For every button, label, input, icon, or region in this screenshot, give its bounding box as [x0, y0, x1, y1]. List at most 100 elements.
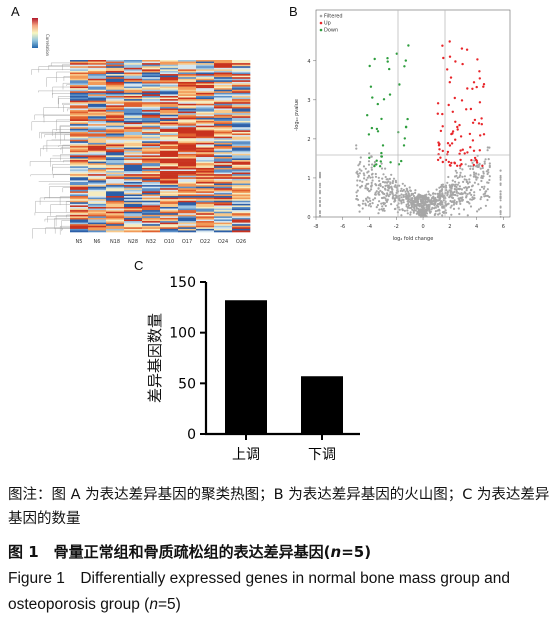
volcano-point-filtered — [402, 198, 405, 202]
title-en-n: n — [149, 596, 158, 613]
heatmap-cell — [142, 214, 161, 217]
heatmap-cell — [160, 194, 179, 197]
volcano-point-filtered — [367, 163, 371, 166]
volcano-point-filtered — [481, 176, 484, 180]
heatmap-cell — [196, 80, 215, 83]
volcano-point-filtered — [382, 196, 386, 199]
heatmap-cell — [160, 214, 179, 217]
volcano-point-filtered — [371, 176, 374, 179]
volcano-point-filtered — [377, 187, 380, 190]
heatmap-cell — [214, 113, 233, 116]
heatmap-cell — [232, 213, 251, 216]
heatmap-cell — [124, 227, 143, 230]
volcano-point-filtered — [463, 175, 466, 178]
heatmap-cell — [178, 210, 197, 212]
heatmap-cell — [160, 124, 179, 126]
heatmap-cell — [106, 117, 125, 120]
heatmap-cell — [196, 205, 215, 208]
volcano-point-up — [471, 139, 475, 142]
heatmap-cell — [70, 186, 89, 189]
volcano-point-up — [451, 132, 454, 135]
volcano-plot-frame — [315, 9, 511, 218]
heatmap-cell — [70, 77, 89, 80]
volcano-point-filtered — [476, 176, 479, 179]
heatmap-cell — [178, 224, 197, 227]
heatmap-cell — [142, 106, 161, 109]
heatmap-cell — [232, 142, 251, 145]
heatmap-cell — [70, 221, 89, 223]
heatmap-cell — [88, 197, 107, 200]
heatmap-cell — [142, 164, 161, 167]
volcano-point-filtered — [469, 174, 472, 177]
heatmap-cell — [232, 85, 251, 87]
bar-chart-category-label: 上调 — [232, 447, 260, 463]
heatmap-cell — [214, 144, 233, 147]
volcano-point-up — [476, 58, 479, 61]
heatmap-cell — [178, 191, 197, 194]
volcano-point-filtered — [392, 177, 396, 180]
heatmap-cell — [70, 144, 89, 147]
heatmap-cell — [178, 205, 197, 208]
heatmap-cell — [160, 74, 179, 76]
heatmap-cell — [88, 174, 107, 177]
heatmap-cell — [88, 210, 107, 212]
heatmap-cell — [70, 200, 89, 203]
volcano-point-filtered — [393, 200, 396, 203]
heatmap-column-label: N6 — [94, 239, 101, 245]
volcano-point-filtered — [364, 204, 367, 207]
heatmap-cell — [106, 144, 125, 147]
heatmap-cell — [232, 135, 251, 137]
volcano-point-filtered — [377, 176, 380, 179]
heatmap-cell — [160, 103, 179, 106]
heatmap-cell — [160, 203, 179, 206]
heatmap-cell — [160, 153, 179, 156]
heatmap-cell — [88, 189, 107, 192]
volcano-point-filtered — [391, 180, 395, 183]
heatmap-cell — [232, 70, 251, 73]
volcano-point-filtered — [499, 199, 502, 202]
volcano-point-down — [382, 98, 386, 101]
heatmap-cell — [124, 203, 143, 206]
volcano-point-filtered — [468, 192, 471, 195]
heatmap-cell — [106, 174, 125, 177]
heatmap-cell — [196, 160, 215, 162]
heatmap-cell — [70, 222, 89, 225]
heatmap-cell — [178, 142, 197, 145]
heatmap-cell — [232, 80, 251, 83]
heatmap-cell — [160, 108, 179, 111]
heatmap-cell — [160, 200, 179, 203]
heatmap-cell — [178, 113, 197, 116]
heatmap-cell — [196, 78, 215, 81]
heatmap-cell — [160, 133, 179, 136]
volcano-point-filtered — [446, 191, 449, 194]
heatmap-cell — [214, 111, 233, 114]
volcano-point-filtered — [466, 193, 469, 196]
volcano-point-filtered — [438, 197, 442, 200]
volcano-point-filtered — [408, 186, 411, 189]
volcano-point-filtered — [436, 202, 440, 206]
heatmap-cell — [232, 158, 251, 161]
heatmap-cell — [214, 183, 233, 186]
volcano-point-filtered — [459, 196, 462, 199]
heatmap-cell — [106, 178, 125, 181]
volcano-point-up — [441, 112, 444, 116]
heatmap-cell — [196, 97, 215, 100]
volcano-point-filtered — [476, 210, 479, 213]
heatmap-cell — [196, 75, 215, 78]
heatmap-cell — [142, 133, 161, 136]
heatmap-cell — [142, 119, 161, 122]
heatmap-cell — [70, 164, 89, 167]
heatmap-cell — [232, 156, 251, 159]
heatmap-cell — [88, 213, 107, 216]
heatmap-cell — [232, 81, 251, 84]
heatmap-cell — [88, 66, 107, 69]
heatmap-cell — [70, 113, 89, 116]
heatmap-cell — [88, 153, 107, 156]
volcano-point-filtered — [381, 180, 385, 184]
heatmap-cell — [232, 94, 251, 97]
volcano-point-up — [436, 102, 440, 105]
heatmap-cell — [70, 83, 89, 86]
volcano-point-up — [453, 162, 457, 165]
heatmap-cell — [106, 196, 125, 198]
